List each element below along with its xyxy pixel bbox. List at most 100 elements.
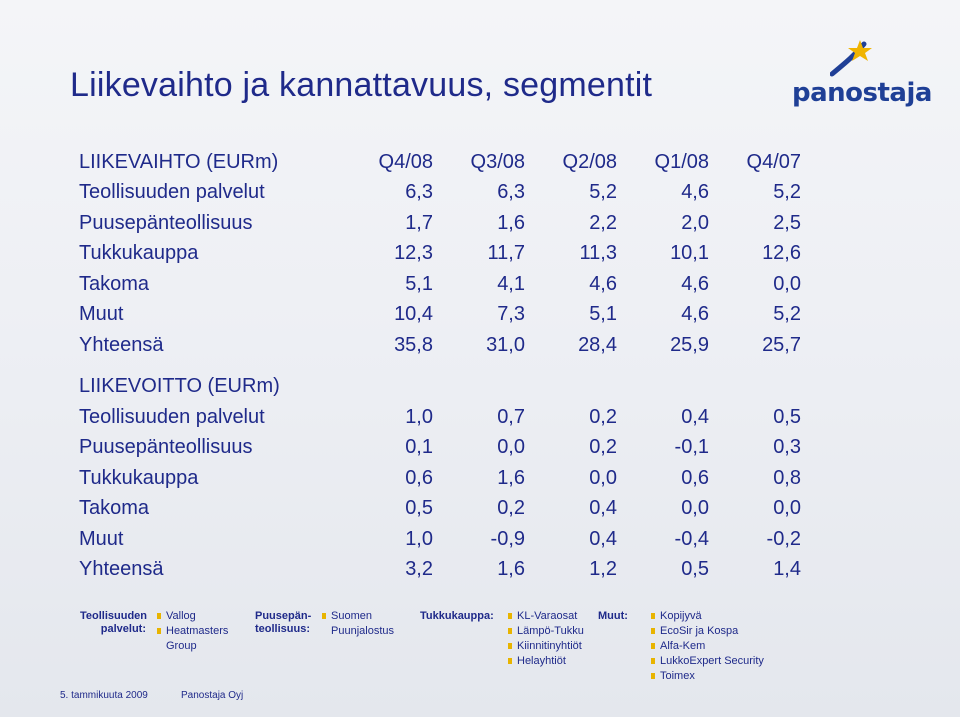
row-label: Takoma bbox=[79, 272, 150, 295]
value-cell: 4,6 bbox=[681, 181, 709, 204]
table-row: Takoma 0,5 0,2 0,4 0,0 0,0 bbox=[76, 494, 801, 525]
value-cell: 5,2 bbox=[773, 181, 801, 204]
value-cell: 2,5 bbox=[773, 211, 801, 234]
value-cell: 10,4 bbox=[394, 303, 433, 326]
list-item: Helayhtiöt bbox=[508, 654, 598, 669]
value-cell: 0,4 bbox=[589, 497, 617, 520]
table-row: Tukkukauppa 12,3 11,7 11,3 10,1 12,6 bbox=[76, 239, 801, 270]
value-cell: 1,7 bbox=[405, 211, 433, 234]
row-label: Teollisuuden palvelut bbox=[79, 181, 265, 204]
value-cell: 0,5 bbox=[681, 558, 709, 581]
segment-companies: Suomen Puunjalostus bbox=[322, 609, 402, 639]
value-cell: 2,2 bbox=[589, 211, 617, 234]
value-cell: 4,6 bbox=[681, 272, 709, 295]
value-cell: 25,7 bbox=[762, 333, 801, 356]
logo-wordmark: panostaja bbox=[792, 78, 932, 108]
value-cell: 1,4 bbox=[773, 558, 801, 581]
table-row: Puusepänteollisuus 0,1 0,0 0,2 -0,1 0,3 bbox=[76, 433, 801, 464]
table-row: Muut 10,4 7,3 5,1 4,6 5,2 bbox=[76, 300, 801, 331]
list-item: Toimex bbox=[651, 669, 781, 684]
table-row: Puusepänteollisuus 1,7 1,6 2,2 2,0 2,5 bbox=[76, 208, 801, 239]
value-cell: 0,0 bbox=[589, 466, 617, 489]
segment-companies: KL-Varaosat Lämpö-Tukku Kiinnitinyhtiöt … bbox=[508, 609, 598, 669]
list-item: Vallog bbox=[157, 609, 237, 624]
value-cell: 0,8 bbox=[773, 466, 801, 489]
value-cell: 0,4 bbox=[681, 405, 709, 428]
value-cell: 11,3 bbox=[579, 242, 617, 265]
section-spacer bbox=[76, 361, 801, 372]
revenue-header: LIIKEVAIHTO (EURm) bbox=[79, 150, 279, 173]
value-cell: 31,0 bbox=[486, 333, 525, 356]
value-cell: 1,0 bbox=[405, 527, 433, 550]
segment-companies: Kopijyvä EcoSir ja Kospa Alfa-Kem LukkoE… bbox=[651, 609, 781, 684]
value-cell: 4,6 bbox=[681, 303, 709, 326]
column-header: Q4/07 bbox=[746, 150, 801, 173]
value-cell: 12,6 bbox=[762, 242, 801, 265]
table-row: Teollisuuden palvelut 6,3 6,3 5,2 4,6 5,2 bbox=[76, 178, 801, 209]
segment-label: Puusepän- teollisuus: bbox=[255, 610, 312, 635]
value-cell: 0,6 bbox=[405, 466, 433, 489]
value-cell: 0,5 bbox=[773, 405, 801, 428]
value-cell: -0,4 bbox=[674, 527, 709, 550]
value-cell: 10,1 bbox=[670, 242, 709, 265]
revenue-rows: Teollisuuden palvelut 6,3 6,3 5,2 4,6 5,2 Puus… bbox=[76, 178, 801, 361]
list-item: Kopijyvä bbox=[651, 609, 781, 624]
profit-header-row: LIIKEVOITTO (EURm) bbox=[76, 372, 801, 403]
value-cell: -0,9 bbox=[490, 527, 525, 550]
value-cell: 7,3 bbox=[497, 303, 525, 326]
value-cell: 4,1 bbox=[497, 272, 525, 295]
value-cell: 1,2 bbox=[589, 558, 617, 581]
table-row: Teollisuuden palvelut 1,0 0,7 0,2 0,4 0,5 bbox=[76, 402, 801, 433]
list-item: Suomen Puunjalostus bbox=[322, 609, 402, 639]
table-row: Tukkukauppa 0,6 1,6 0,0 0,6 0,8 bbox=[76, 463, 801, 494]
row-label: Muut bbox=[79, 303, 124, 326]
value-cell: 0,0 bbox=[773, 497, 801, 520]
value-cell: 0,6 bbox=[681, 466, 709, 489]
column-header: Q2/08 bbox=[562, 150, 617, 173]
value-cell: 0,0 bbox=[773, 272, 801, 295]
segment-table: LIIKEVAIHTO (EURm) Q4/08 Q3/08 Q2/08 Q1/… bbox=[76, 147, 801, 585]
value-cell: 5,2 bbox=[773, 303, 801, 326]
value-cell: 5,2 bbox=[589, 181, 617, 204]
row-label: Teollisuuden palvelut bbox=[79, 405, 265, 428]
table-row: Takoma 5,1 4,1 4,6 4,6 0,0 bbox=[76, 269, 801, 300]
row-label: Tukkukauppa bbox=[79, 466, 199, 489]
value-cell: 0,1 bbox=[405, 436, 433, 459]
row-label: Puusepänteollisuus bbox=[79, 211, 253, 234]
value-cell: 3,2 bbox=[405, 558, 433, 581]
value-cell: 4,6 bbox=[589, 272, 617, 295]
value-cell: 0,2 bbox=[589, 436, 617, 459]
star-swoosh-icon bbox=[830, 40, 872, 77]
value-cell: 1,6 bbox=[497, 211, 525, 234]
value-cell: 25,9 bbox=[670, 333, 709, 356]
table-row: Yhteensä 3,2 1,6 1,2 0,5 1,4 bbox=[76, 555, 801, 586]
segment-legend: Teollisuuden palvelut: Vallog Heatmaster… bbox=[0, 606, 960, 686]
row-label: Puusepänteollisuus bbox=[79, 436, 253, 459]
value-cell: 0,7 bbox=[497, 405, 525, 428]
value-cell: 1,6 bbox=[497, 466, 525, 489]
value-cell: 0,5 bbox=[405, 497, 433, 520]
segment-companies: Vallog Heatmasters Group bbox=[157, 609, 237, 654]
list-item: EcoSir ja Kospa bbox=[651, 624, 781, 639]
list-item: LukkoExpert Security bbox=[651, 654, 781, 669]
value-cell: 0,3 bbox=[773, 436, 801, 459]
value-cell: 0,2 bbox=[497, 497, 525, 520]
row-label: Tukkukauppa bbox=[79, 242, 199, 265]
table-row: Muut 1,0 -0,9 0,4 -0,4 -0,2 bbox=[76, 524, 801, 555]
list-item: Kiinnitinyhtiöt bbox=[508, 639, 598, 654]
value-cell: 5,1 bbox=[589, 303, 617, 326]
company-logo: panostaja bbox=[792, 38, 932, 118]
value-cell: -0,1 bbox=[674, 436, 709, 459]
footer-date: 5. tammikuuta 2009 bbox=[60, 690, 148, 701]
value-cell: 0,0 bbox=[681, 497, 709, 520]
footer-company: Panostaja Oyj bbox=[181, 690, 244, 701]
row-label: Muut bbox=[79, 527, 124, 550]
segment-label: Tukkukauppa: bbox=[420, 610, 494, 622]
list-item: KL-Varaosat bbox=[508, 609, 598, 624]
value-cell: 6,3 bbox=[405, 181, 433, 204]
segment-label: Teollisuuden palvelut: bbox=[80, 610, 148, 635]
value-cell: 0,2 bbox=[589, 405, 617, 428]
value-cell: 0,4 bbox=[589, 527, 617, 550]
value-cell: 0,0 bbox=[497, 436, 525, 459]
column-header: Q1/08 bbox=[654, 150, 709, 173]
